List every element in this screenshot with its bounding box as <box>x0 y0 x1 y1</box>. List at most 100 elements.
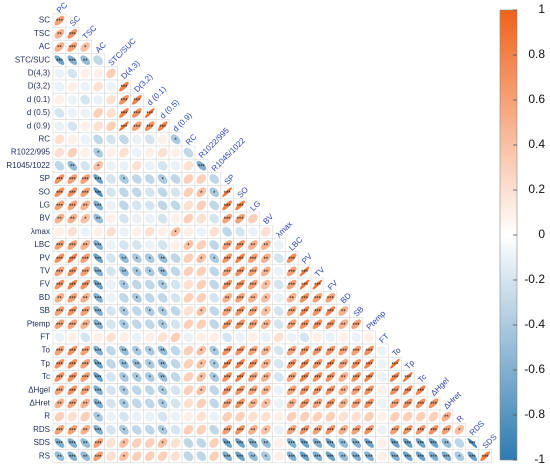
column-label: SC <box>68 14 82 28</box>
significance-label: *** <box>237 362 245 368</box>
correlation-ellipse <box>54 306 65 316</box>
correlation-ellipse <box>157 451 168 462</box>
correlation-ellipse <box>157 147 168 158</box>
correlation-ellipse <box>93 187 103 198</box>
column-label: RC <box>184 132 199 147</box>
significance-label: ** <box>264 323 269 329</box>
correlation-ellipse <box>441 424 452 435</box>
correlation-ellipse <box>325 332 336 343</box>
correlation-ellipse <box>106 372 116 382</box>
correlation-ellipse <box>106 147 116 158</box>
correlation-ellipse <box>80 266 91 277</box>
correlation-ellipse <box>286 292 297 303</box>
correlation-ellipse <box>144 372 155 382</box>
significance-label: *** <box>95 310 103 316</box>
significance-label: *** <box>69 32 77 38</box>
significance-label: *** <box>56 442 64 448</box>
significance-label: *** <box>391 362 399 368</box>
significance-label: *** <box>391 402 399 408</box>
significance-label: ** <box>341 428 346 434</box>
correlation-ellipse <box>144 424 155 435</box>
correlation-ellipse <box>325 438 336 448</box>
correlation-ellipse <box>261 279 271 290</box>
correlation-ellipse <box>325 358 336 369</box>
significance-label: *** <box>133 98 141 104</box>
correlation-ellipse <box>428 438 439 448</box>
row-label: PV <box>39 253 50 262</box>
significance-label: * <box>174 230 177 236</box>
correlation-ellipse <box>170 253 181 264</box>
correlation-ellipse <box>119 134 129 145</box>
correlation-ellipse <box>235 332 245 343</box>
significance-label: *** <box>69 46 77 52</box>
significance-label: *** <box>327 349 335 355</box>
significance-label: *** <box>288 270 296 276</box>
correlation-ellipse <box>325 424 336 435</box>
significance-label: *** <box>82 270 90 276</box>
significance-label: ** <box>251 402 256 408</box>
correlation-ellipse <box>402 372 413 382</box>
column-label: Tc <box>416 372 428 384</box>
significance-label: *** <box>417 389 425 395</box>
correlation-ellipse <box>196 187 207 198</box>
significance-label: ** <box>264 244 269 250</box>
correlation-ellipse <box>273 266 284 277</box>
significance-label: *** <box>95 428 103 434</box>
significance-label: * <box>458 455 461 461</box>
correlation-ellipse <box>325 451 336 462</box>
significance-label: *** <box>120 112 128 118</box>
correlation-ellipse <box>338 424 349 435</box>
correlation-ellipse <box>196 306 207 316</box>
significance-label: * <box>265 402 268 408</box>
correlation-ellipse <box>196 424 207 435</box>
row-label: ΔHgel <box>28 385 50 394</box>
correlation-ellipse <box>312 451 323 462</box>
correlation-ellipse <box>351 411 361 422</box>
correlation-ellipse <box>106 81 116 92</box>
significance-label: *** <box>391 455 399 461</box>
significance-label: *** <box>249 283 257 289</box>
correlation-ellipse <box>261 358 271 369</box>
significance-label: ** <box>160 349 165 355</box>
column-label: d (0.5) <box>158 98 181 121</box>
correlation-ellipse <box>261 319 271 330</box>
row-label: d (0.1) <box>27 95 50 104</box>
correlation-ellipse <box>286 451 297 462</box>
significance-label: *** <box>301 349 309 355</box>
correlation-ellipse <box>106 266 116 277</box>
significance-label: ** <box>341 389 346 395</box>
significance-label: *** <box>133 125 141 131</box>
significance-label: *** <box>327 389 335 395</box>
significance-label: *** <box>237 244 245 250</box>
significance-label: *** <box>224 376 232 382</box>
correlation-ellipse <box>351 358 361 369</box>
correlation-ellipse <box>170 226 181 237</box>
column-label: BD <box>339 291 353 305</box>
correlation-ellipse <box>170 411 181 422</box>
correlation-ellipse <box>132 292 142 303</box>
significance-label: *** <box>198 164 206 170</box>
significance-label: *** <box>120 85 128 91</box>
correlation-ellipse <box>157 200 168 211</box>
correlation-ellipse <box>364 358 374 369</box>
correlation-ellipse <box>93 451 103 462</box>
row-label: d (0.9) <box>27 121 50 130</box>
significance-label: ** <box>83 244 88 250</box>
significance-label: ** <box>264 442 269 448</box>
significance-label: *** <box>366 389 374 395</box>
correlation-ellipse <box>132 372 142 382</box>
correlation-ellipse <box>54 372 65 382</box>
correlation-ellipse <box>93 306 103 316</box>
correlation-ellipse <box>415 424 426 435</box>
significance-label: *** <box>56 323 64 329</box>
significance-label: ** <box>264 362 269 368</box>
correlation-ellipse <box>93 424 103 435</box>
significance-label: *** <box>301 402 309 408</box>
correlation-ellipse <box>54 108 65 118</box>
significance-label: *** <box>249 389 257 395</box>
significance-label: *** <box>301 270 309 276</box>
correlation-ellipse <box>286 306 297 316</box>
correlation-ellipse <box>261 306 271 316</box>
significance-label: * <box>123 402 126 408</box>
correlation-ellipse <box>93 292 103 303</box>
